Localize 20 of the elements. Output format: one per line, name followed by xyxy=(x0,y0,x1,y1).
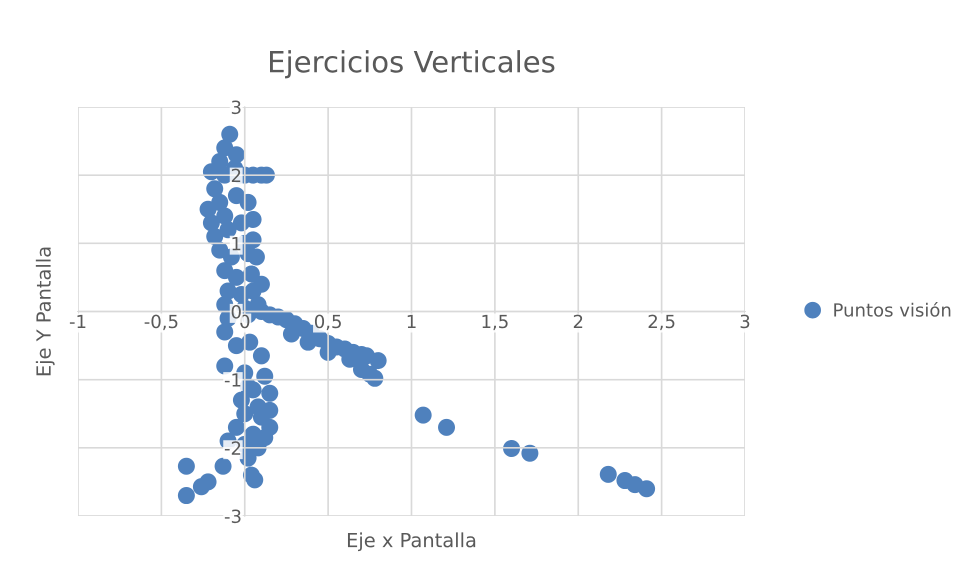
x-axis-title: Eje x Pantalla xyxy=(348,532,476,552)
x-tick-label: -1 xyxy=(70,314,86,328)
x-tick-label: 0 xyxy=(240,314,250,328)
y-tick-label: 3 xyxy=(232,100,241,114)
y-tick-label: -2 xyxy=(224,441,240,455)
x-tick-label: 1 xyxy=(408,314,416,328)
y-tick-label: -1 xyxy=(224,373,240,387)
x-tick-label: -0,5 xyxy=(144,314,178,330)
legend-label: Puntos visión xyxy=(834,302,950,317)
y-axis-title: Eje Y Pantalla xyxy=(36,248,55,376)
x-tick-label: 2,5 xyxy=(648,314,674,330)
y-tick-label: 0 xyxy=(232,304,241,319)
x-tick-label: 0,5 xyxy=(314,314,341,330)
x-tick-label: 3 xyxy=(740,314,750,328)
x-tick-label: 2 xyxy=(574,314,582,328)
y-tick-label: -3 xyxy=(224,509,241,524)
x-tick-label: 1,5 xyxy=(482,314,508,330)
y-tick-label: 2 xyxy=(232,168,240,182)
y-tick-label: 1 xyxy=(232,237,240,250)
chart-title: Ejercicios Verticales xyxy=(270,50,554,78)
